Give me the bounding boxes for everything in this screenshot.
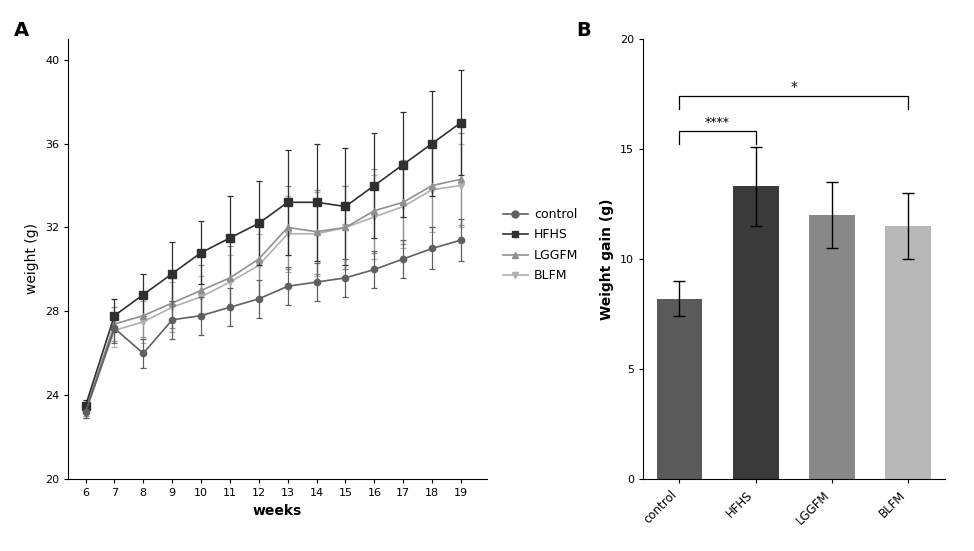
Bar: [732, 186, 778, 479]
Text: *: *: [790, 80, 798, 94]
Y-axis label: Weight gain (g): Weight gain (g): [600, 198, 615, 320]
Text: B: B: [577, 21, 591, 40]
Text: A: A: [14, 21, 29, 40]
X-axis label: weeks: weeks: [253, 504, 302, 518]
Bar: [656, 299, 702, 479]
Text: ****: ****: [705, 116, 730, 129]
Bar: [809, 215, 855, 479]
Y-axis label: weight (g): weight (g): [25, 224, 39, 294]
Bar: [885, 226, 931, 479]
Legend: control, HFHS, LGGFM, BLFM: control, HFHS, LGGFM, BLFM: [503, 208, 579, 283]
